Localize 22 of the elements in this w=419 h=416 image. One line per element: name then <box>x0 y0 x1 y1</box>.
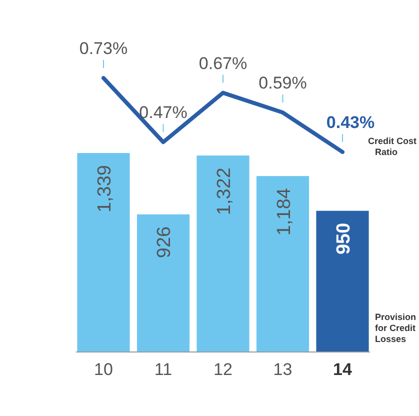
x-tick-label: 13 <box>273 360 292 379</box>
data-label: 1,184 <box>274 188 295 236</box>
series-label: Provision for Credit Losses <box>375 312 416 344</box>
bar <box>196 156 250 352</box>
bar <box>77 153 130 352</box>
data-label: 0.73% <box>79 39 128 58</box>
data-label: 0.59% <box>258 74 307 93</box>
bar <box>136 214 190 352</box>
bar <box>316 210 369 352</box>
data-label: 0.43% <box>326 113 375 132</box>
x-tick-label: 11 <box>154 360 172 379</box>
x-tick-label: 10 <box>94 360 113 379</box>
data-label: 926 <box>154 226 176 258</box>
data-label: 950 <box>334 222 355 255</box>
data-label: 1,339 <box>94 165 116 213</box>
data-label: 0.67% <box>198 54 248 73</box>
text: Credit Cost Ratio <box>368 136 417 157</box>
bar <box>256 176 310 352</box>
x-tick-label: 12 <box>214 360 232 379</box>
data-label: 1,322 <box>214 168 235 216</box>
data-label: 0.47% <box>139 103 188 122</box>
x-tick-label: 14 <box>333 360 353 379</box>
